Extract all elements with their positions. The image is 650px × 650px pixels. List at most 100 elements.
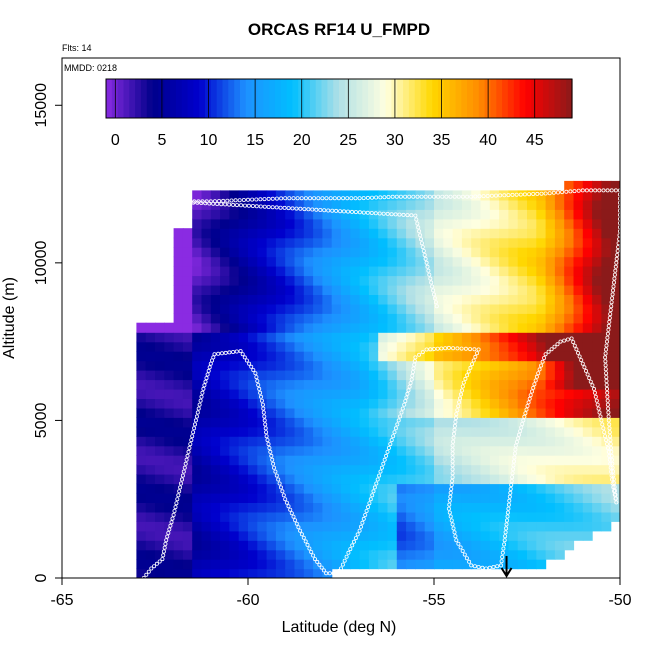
heatmap-cell: [350, 322, 361, 333]
heatmap-cell: [368, 199, 379, 210]
heatmap-cell: [322, 322, 333, 333]
track-point: [251, 367, 256, 372]
track-point: [533, 378, 538, 383]
heatmap-cell: [378, 218, 389, 229]
heatmap-cell: [238, 370, 249, 381]
heatmap-cell: [554, 294, 565, 305]
heatmap-cell: [238, 218, 249, 229]
heatmap-cell: [350, 549, 361, 560]
heatmap-cell: [471, 502, 482, 513]
heatmap-cell: [480, 209, 491, 220]
track-point: [608, 442, 613, 447]
heatmap-cell: [359, 218, 370, 229]
heatmap-cell: [313, 370, 323, 381]
heatmap-cell: [434, 559, 444, 570]
heatmap-cell: [238, 303, 249, 314]
heatmap-cell: [610, 237, 620, 248]
track-point: [322, 208, 327, 213]
heatmap-cell: [536, 332, 547, 343]
heatmap-cell: [573, 190, 584, 201]
heatmap-cell: [554, 540, 565, 551]
heatmap-cell: [461, 540, 472, 551]
heatmap-cell: [564, 379, 575, 390]
heatmap-cell: [480, 294, 491, 305]
y-tick-label: 10000: [33, 241, 50, 286]
heatmap-cell: [601, 256, 612, 267]
heatmap-cell: [396, 332, 407, 343]
track-point: [238, 349, 243, 354]
heatmap-cell: [275, 483, 286, 494]
heatmap-cell: [136, 464, 147, 475]
heatmap-cell: [434, 530, 444, 541]
heatmap-cell: [424, 351, 435, 362]
track-point: [590, 383, 595, 388]
heatmap-cell: [350, 370, 361, 381]
track-point: [500, 550, 505, 555]
heatmap-cell: [285, 370, 296, 381]
heatmap-cell: [554, 530, 565, 541]
heatmap-cell: [182, 436, 193, 447]
heatmap-cell: [508, 559, 519, 570]
heatmap-cell: [471, 549, 482, 560]
heatmap-cell: [508, 511, 519, 522]
heatmap-cell: [350, 474, 361, 485]
heatmap-cell: [368, 237, 379, 248]
track-point: [417, 352, 422, 357]
heatmap-cell: [275, 379, 286, 390]
heatmap-cell: [229, 209, 240, 220]
heatmap-cell: [350, 540, 361, 551]
heatmap-cell: [136, 483, 147, 494]
heatmap-cell: [173, 530, 184, 541]
heatmap-cell: [471, 521, 482, 532]
heatmap-cell: [182, 492, 193, 503]
heatmap-cell: [601, 407, 612, 418]
heatmap-cell: [415, 303, 426, 314]
heatmap-cell: [415, 332, 426, 343]
track-point: [552, 344, 557, 349]
track-point: [476, 347, 481, 352]
heatmap-cell: [554, 266, 565, 277]
colorbar-segment: [170, 79, 177, 118]
heatmap-cell: [164, 502, 175, 513]
track-point: [341, 209, 346, 214]
heatmap-cell: [275, 436, 286, 447]
heatmap-cell: [368, 407, 379, 418]
heatmap-cell: [220, 436, 230, 447]
heatmap-cell: [564, 332, 575, 343]
heatmap-cell: [480, 426, 491, 437]
heatmap-cell: [582, 530, 593, 541]
heatmap-cell: [313, 294, 323, 305]
heatmap-cell: [592, 417, 602, 428]
track-point: [299, 532, 304, 537]
track-point: [616, 241, 620, 246]
heatmap-cell: [387, 284, 398, 295]
track-point: [188, 442, 193, 447]
heatmap-cell: [201, 474, 212, 485]
heatmap-cell: [406, 218, 416, 229]
heatmap-cell: [564, 351, 575, 362]
heatmap-cell: [489, 332, 500, 343]
heatmap-cell: [341, 360, 351, 371]
colorbar-segment: [135, 79, 142, 118]
heatmap-cell: [443, 351, 454, 362]
heatmap-cell: [582, 502, 593, 513]
heatmap-cell: [406, 237, 416, 248]
heatmap-cell: [564, 237, 575, 248]
track-point: [270, 457, 275, 462]
heatmap-cell: [489, 426, 500, 437]
heatmap-cell: [387, 370, 398, 381]
heatmap-cell: [434, 322, 444, 333]
heatmap-cell: [173, 228, 184, 239]
heatmap-cell: [573, 247, 584, 258]
heatmap-cell: [359, 455, 370, 466]
heatmap-cell: [294, 322, 305, 333]
heatmap-cell: [406, 549, 416, 560]
heatmap-cell: [610, 209, 620, 220]
heatmap-cell: [601, 313, 612, 324]
heatmap-cell: [331, 549, 342, 560]
heatmap-cell: [452, 464, 463, 475]
heatmap-cell: [136, 370, 147, 381]
track-point: [168, 523, 173, 528]
heatmap-cell: [368, 190, 379, 201]
heatmap-cell: [554, 313, 565, 324]
